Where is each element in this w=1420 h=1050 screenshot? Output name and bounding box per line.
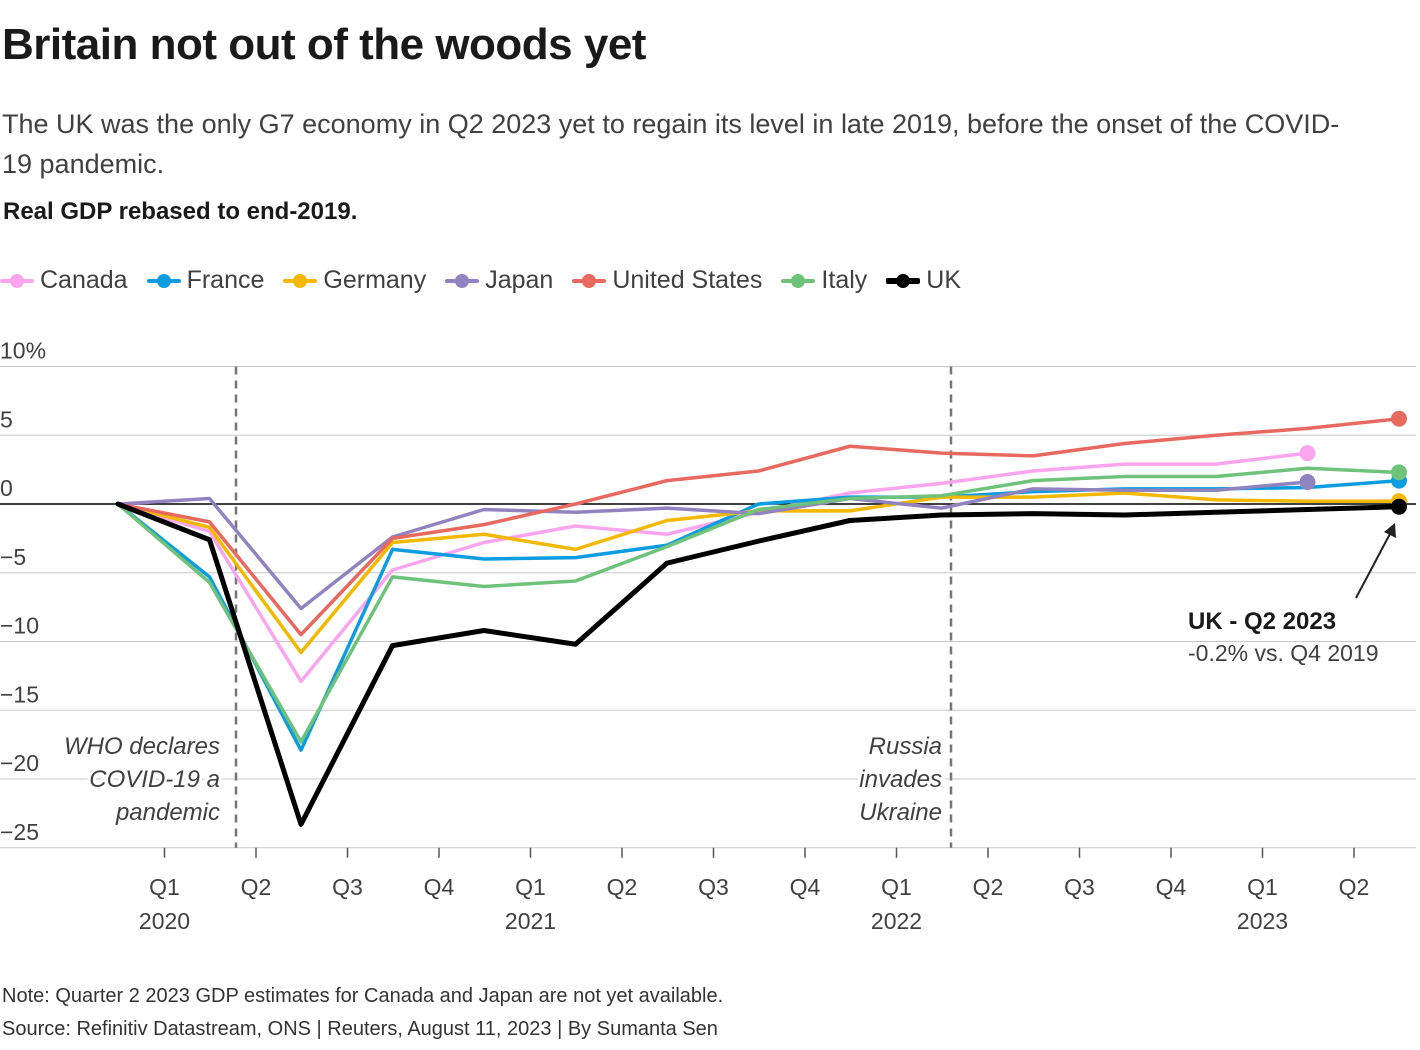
legend-item-canada: Canada [0, 266, 128, 295]
y-tick-label: 0 [0, 475, 13, 501]
x-year-label: 2020 [139, 908, 190, 934]
y-tick-label: 5 [0, 406, 13, 432]
series-endpoint-canada [1299, 445, 1316, 462]
series-line-japan [116, 480, 1310, 611]
chart-subtitle: The UK was the only G7 economy in Q2 202… [2, 109, 1340, 179]
series-line-united-states [116, 417, 1401, 637]
y-tick-label: 10% [0, 338, 46, 364]
legend-item-germany: Germany [283, 266, 426, 295]
legend-item-japan: Japan [445, 266, 553, 295]
legend-swatch [146, 273, 181, 288]
y-tick-label: −25 [0, 819, 39, 845]
annotation-russia-line: Russia [869, 733, 942, 760]
x-tick-label: Q4 [424, 874, 455, 900]
annotation-who-line: WHO declares [64, 733, 220, 760]
x-year-label: 2022 [871, 908, 922, 934]
gdp-line-chart: 10% 5 0 −5 −10 −15 −20 −25 Q1 2020 Q2 Q3 Q4 Q1 2021 Q2 Q… [0, 338, 1416, 935]
legend-swatch [283, 273, 318, 288]
legend-label: Canada [40, 266, 128, 294]
y-tick-label: −15 [0, 681, 39, 707]
source-credit: Source: Refinitiv Datastream, ONS | Reut… [2, 1018, 718, 1040]
x-tick-label: Q3 [332, 874, 363, 900]
legend-swatch [572, 273, 607, 288]
footnote: Note: Quarter 2 2023 GDP estimates for C… [2, 985, 724, 1007]
x-tick-label: Q1 [149, 874, 180, 900]
series-endpoint-italy [1391, 464, 1407, 481]
legend-item-uk: UK [886, 266, 961, 295]
x-tick-label: Q2 [1339, 874, 1370, 900]
annotations: WHO declares COVID-19 a pandemic Russia inva… [61, 523, 1396, 829]
axes: 10% 5 0 −5 −10 −15 −20 −25 Q1 2020 Q2 Q3 Q4 Q1 2021 Q2 Q… [0, 338, 1369, 935]
series-endpoint-united-states [1391, 410, 1407, 427]
legend: Canada France Germany Japan United State… [0, 266, 980, 295]
callout-arrow-head [1384, 523, 1396, 538]
x-tick-label: Q4 [1156, 874, 1187, 900]
legend-item-united-states: United States [572, 266, 762, 295]
series-endpoint-uk [1391, 498, 1407, 515]
series-line-italy [116, 466, 1401, 744]
x-tick-label: Q1 [1247, 874, 1278, 900]
chart-title: Britain not out of the woods yet [2, 20, 646, 69]
callout-text: -0.2% vs. Q4 2019 [1188, 640, 1379, 666]
legend-label: France [186, 266, 265, 294]
callout-arrow-line [1355, 529, 1393, 599]
x-tick-label: Q3 [698, 874, 729, 900]
legend-item-france: France [146, 266, 265, 295]
legend-label: Germany [323, 266, 427, 294]
x-tick-label: Q1 [881, 874, 912, 900]
measure-label: Real GDP rebased to end-2019. [3, 198, 358, 225]
x-tick-label: Q2 [241, 874, 272, 900]
x-tick-label: Q1 [515, 874, 546, 900]
y-tick-label: −20 [0, 750, 39, 776]
event-markers [234, 366, 953, 848]
y-tick-label: −5 [0, 544, 26, 570]
x-tick-label: Q4 [790, 874, 821, 900]
series-line-uk [115, 501, 1402, 827]
legend-label: United States [612, 266, 763, 294]
legend-label: Italy [821, 266, 868, 294]
legend-swatch [445, 273, 480, 288]
y-tick-label: −10 [0, 613, 39, 639]
annotation-russia-line: invades [859, 766, 942, 793]
x-tick-label: Q2 [607, 874, 638, 900]
series-lines [115, 410, 1407, 827]
annotation-russia-line: Ukraine [859, 799, 942, 826]
legend-label: Japan [485, 266, 554, 294]
x-tick-label: Q3 [1064, 874, 1095, 900]
legend-swatch [781, 273, 816, 288]
annotation-who-line: pandemic [115, 799, 220, 826]
legend-label: UK [926, 266, 962, 294]
annotation-who-line: COVID-19 a [89, 766, 220, 793]
x-year-label: 2023 [1237, 908, 1288, 934]
callout-title: UK - Q2 2023 [1188, 608, 1336, 635]
series-endpoint-japan [1299, 474, 1316, 490]
legend-item-italy: Italy [781, 266, 867, 295]
x-tick-label: Q2 [973, 874, 1004, 900]
legend-swatch [886, 273, 921, 288]
x-year-label: 2021 [505, 908, 556, 934]
legend-swatch [0, 273, 34, 288]
